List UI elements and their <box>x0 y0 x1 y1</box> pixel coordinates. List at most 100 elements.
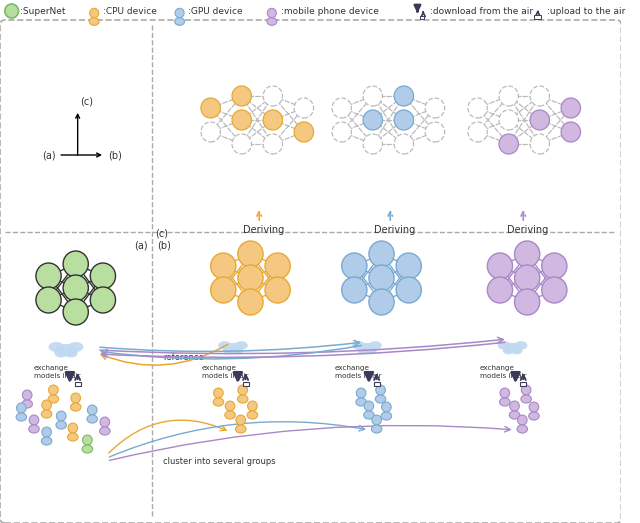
Ellipse shape <box>64 348 77 358</box>
Circle shape <box>201 122 220 142</box>
Circle shape <box>394 134 413 154</box>
Circle shape <box>369 241 394 267</box>
Circle shape <box>5 4 19 18</box>
Circle shape <box>499 110 518 130</box>
Text: (a): (a) <box>42 150 55 160</box>
Circle shape <box>63 275 88 301</box>
Ellipse shape <box>365 347 377 355</box>
Circle shape <box>29 415 39 425</box>
Circle shape <box>500 388 509 398</box>
Circle shape <box>530 134 550 154</box>
Text: :download from the air: :download from the air <box>430 6 533 16</box>
Ellipse shape <box>68 433 78 441</box>
Text: (c): (c) <box>156 228 168 238</box>
Circle shape <box>369 265 394 291</box>
Circle shape <box>425 98 445 118</box>
Ellipse shape <box>54 348 68 358</box>
Circle shape <box>425 122 445 142</box>
Circle shape <box>372 415 381 425</box>
Text: exchange
models in air: exchange models in air <box>335 365 381 379</box>
Circle shape <box>175 8 184 18</box>
Ellipse shape <box>247 411 258 419</box>
Circle shape <box>394 110 413 130</box>
Circle shape <box>63 299 88 325</box>
Circle shape <box>561 98 580 118</box>
Circle shape <box>42 427 51 437</box>
Text: :GPU device: :GPU device <box>188 6 243 16</box>
Ellipse shape <box>381 412 392 420</box>
Ellipse shape <box>55 344 77 356</box>
Circle shape <box>214 388 223 398</box>
Ellipse shape <box>22 400 33 408</box>
Circle shape <box>201 98 220 118</box>
Ellipse shape <box>224 343 242 353</box>
Text: (a): (a) <box>134 240 148 250</box>
Ellipse shape <box>356 398 366 406</box>
Ellipse shape <box>514 341 527 350</box>
Ellipse shape <box>87 415 97 423</box>
Text: reference: reference <box>163 354 204 362</box>
Circle shape <box>88 405 97 415</box>
Circle shape <box>238 241 263 267</box>
Bar <box>75 382 81 386</box>
Bar <box>420 16 424 19</box>
Circle shape <box>499 134 518 154</box>
Ellipse shape <box>218 341 231 350</box>
Text: Deriving: Deriving <box>243 225 284 235</box>
Circle shape <box>342 277 367 303</box>
Ellipse shape <box>500 398 510 406</box>
Circle shape <box>468 98 487 118</box>
Text: (c): (c) <box>81 97 93 107</box>
Circle shape <box>332 98 351 118</box>
Circle shape <box>376 385 385 395</box>
Ellipse shape <box>70 403 81 411</box>
Ellipse shape <box>29 425 39 433</box>
Circle shape <box>369 289 394 315</box>
Bar <box>534 15 541 19</box>
Ellipse shape <box>68 342 83 352</box>
Text: exchange
models in air: exchange models in air <box>479 365 526 379</box>
Circle shape <box>263 134 282 154</box>
Ellipse shape <box>364 411 374 419</box>
Circle shape <box>49 385 58 395</box>
Ellipse shape <box>56 421 67 429</box>
Text: exchange
models in air: exchange models in air <box>202 365 248 379</box>
Ellipse shape <box>517 425 527 433</box>
Ellipse shape <box>511 347 522 355</box>
Circle shape <box>487 253 513 279</box>
Circle shape <box>356 388 366 398</box>
Circle shape <box>265 277 291 303</box>
Circle shape <box>499 86 518 106</box>
Circle shape <box>515 265 540 291</box>
Ellipse shape <box>352 341 365 350</box>
Circle shape <box>529 402 539 412</box>
Circle shape <box>515 241 540 267</box>
Circle shape <box>238 289 263 315</box>
Text: :upload to the air: :upload to the air <box>547 6 625 16</box>
Ellipse shape <box>16 413 27 421</box>
Bar <box>520 382 526 386</box>
Circle shape <box>363 86 383 106</box>
Circle shape <box>363 134 383 154</box>
Circle shape <box>363 110 383 130</box>
Ellipse shape <box>357 347 369 355</box>
Circle shape <box>561 122 580 142</box>
Circle shape <box>541 253 567 279</box>
Circle shape <box>232 86 252 106</box>
Circle shape <box>232 110 252 130</box>
Ellipse shape <box>375 395 386 403</box>
Circle shape <box>36 287 61 313</box>
Ellipse shape <box>521 395 531 403</box>
Circle shape <box>232 134 252 154</box>
Circle shape <box>294 122 314 142</box>
Circle shape <box>211 253 236 279</box>
Ellipse shape <box>42 437 52 445</box>
Circle shape <box>248 401 257 411</box>
Ellipse shape <box>175 18 184 25</box>
Circle shape <box>263 110 282 130</box>
Ellipse shape <box>267 18 276 25</box>
Circle shape <box>332 122 351 142</box>
Circle shape <box>263 86 282 106</box>
Circle shape <box>36 263 61 289</box>
Text: exchange
models in air: exchange models in air <box>34 365 81 379</box>
